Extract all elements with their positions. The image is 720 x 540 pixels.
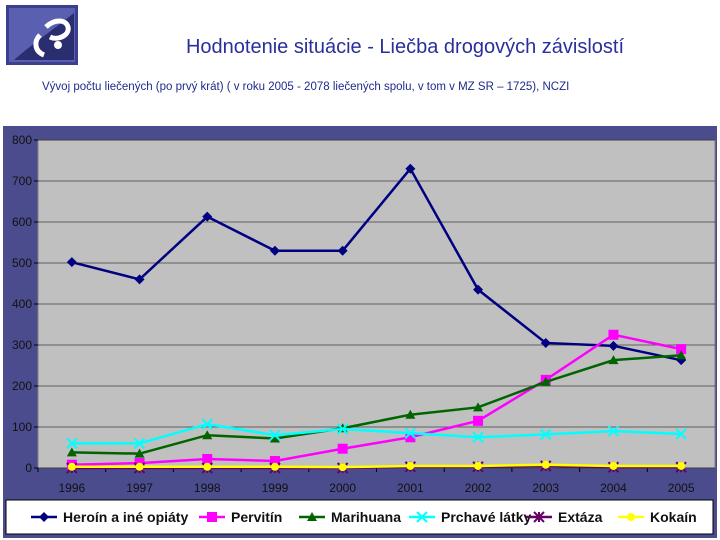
legend-box bbox=[5, 499, 714, 535]
y-tick-label: 800 bbox=[12, 133, 32, 147]
legend-marker bbox=[207, 512, 217, 522]
data-point bbox=[133, 437, 146, 450]
data-point bbox=[540, 428, 552, 441]
legend-marker bbox=[627, 513, 635, 521]
x-tick-label: 2005 bbox=[668, 481, 695, 495]
data-point bbox=[541, 460, 550, 469]
data-point bbox=[134, 448, 145, 458]
data-point bbox=[540, 376, 551, 386]
data-point bbox=[540, 337, 551, 348]
x-tick-label: 2004 bbox=[600, 481, 627, 495]
data-point bbox=[135, 462, 144, 471]
y-tick-label: 0 bbox=[25, 461, 32, 475]
legend-marker bbox=[307, 512, 317, 521]
y-tick-label: 400 bbox=[12, 297, 32, 311]
x-tick-label: 2003 bbox=[532, 481, 559, 495]
data-point bbox=[677, 461, 686, 470]
data-point bbox=[269, 429, 281, 441]
legend-label: Pervitín bbox=[231, 509, 282, 525]
chart-frame: 0 100 200 300 400 500 600 700 800 1996 1997 1998 199… bbox=[3, 126, 717, 538]
x-tick-label: 2000 bbox=[329, 481, 356, 495]
data-point bbox=[66, 437, 78, 450]
data-point bbox=[607, 425, 620, 437]
data-point bbox=[405, 163, 416, 174]
data-point bbox=[608, 340, 619, 351]
data-point bbox=[473, 402, 484, 412]
slide-title: Hodnotenie situácie - Liečba drogových z… bbox=[185, 36, 625, 58]
y-tick-label: 300 bbox=[12, 338, 32, 352]
data-point bbox=[405, 432, 416, 443]
x-tick-label: 1996 bbox=[58, 481, 85, 495]
data-point bbox=[269, 245, 280, 256]
data-point bbox=[338, 463, 347, 472]
data-point bbox=[608, 329, 619, 340]
data-point bbox=[269, 456, 280, 467]
data-point bbox=[473, 415, 484, 426]
data-point bbox=[676, 355, 687, 366]
legend-label: Prchavé látky bbox=[441, 509, 531, 525]
data-point bbox=[66, 257, 77, 268]
logo bbox=[6, 5, 78, 65]
x-tick-label: 2002 bbox=[465, 481, 492, 495]
data-point bbox=[201, 418, 213, 430]
data-point bbox=[473, 284, 484, 295]
data-point bbox=[202, 430, 213, 440]
data-point bbox=[404, 427, 417, 439]
data-point bbox=[472, 431, 484, 443]
data-point bbox=[406, 461, 415, 470]
data-point bbox=[337, 443, 348, 454]
series-line bbox=[71, 333, 682, 466]
data-point bbox=[67, 462, 76, 471]
data-point bbox=[405, 409, 416, 419]
line-chart: 0 100 200 300 400 500 600 700 800 1996 1997 1998 199… bbox=[5, 133, 716, 535]
data-point bbox=[609, 461, 618, 470]
y-tick-label: 200 bbox=[12, 379, 32, 393]
legend-label: Kokaín bbox=[650, 509, 697, 525]
legend-label: Marihuana bbox=[331, 509, 401, 525]
y-tick-label: 100 bbox=[12, 420, 32, 434]
legend: Heroín a iné opiáty Pervitín Marihuana Prch… bbox=[5, 499, 714, 535]
x-tick-label: 1998 bbox=[194, 481, 221, 495]
legend-label: Heroín a iné opiáty bbox=[63, 509, 188, 525]
data-point bbox=[134, 274, 145, 285]
series-prchav-l-tky bbox=[66, 418, 687, 450]
x-tick-label: 1999 bbox=[262, 481, 289, 495]
x-tick-label: 1997 bbox=[126, 481, 153, 495]
legend-marker bbox=[416, 511, 428, 523]
data-point bbox=[337, 245, 348, 256]
series-koka-n bbox=[67, 460, 686, 472]
series-line bbox=[71, 422, 682, 445]
data-point bbox=[336, 423, 349, 435]
series-line bbox=[71, 354, 682, 455]
series-line bbox=[71, 463, 682, 469]
slide-subtitle: Vývoj počtu liečených (po prvý krát) ( v… bbox=[42, 81, 570, 93]
legend-marker bbox=[533, 511, 545, 523]
data-point bbox=[675, 428, 687, 440]
data-point bbox=[66, 447, 77, 457]
data-point bbox=[608, 355, 619, 365]
data-point bbox=[203, 462, 212, 471]
series-marihuana bbox=[66, 350, 687, 458]
series-hero-n-a-in-opi-ty bbox=[66, 163, 687, 366]
data-point bbox=[676, 344, 687, 355]
legend-label: Extáza bbox=[558, 509, 603, 525]
y-tick-label: 500 bbox=[12, 256, 32, 270]
data-point bbox=[202, 211, 213, 222]
legend-marker bbox=[39, 512, 49, 522]
data-point bbox=[676, 350, 687, 360]
data-point bbox=[270, 462, 279, 471]
y-tick-label: 700 bbox=[12, 174, 32, 188]
data-point bbox=[269, 433, 280, 443]
data-point bbox=[474, 461, 483, 470]
data-point bbox=[202, 453, 213, 464]
y-tick-label: 600 bbox=[12, 215, 32, 229]
x-tick-label: 2001 bbox=[397, 481, 424, 495]
series-line bbox=[71, 166, 682, 362]
